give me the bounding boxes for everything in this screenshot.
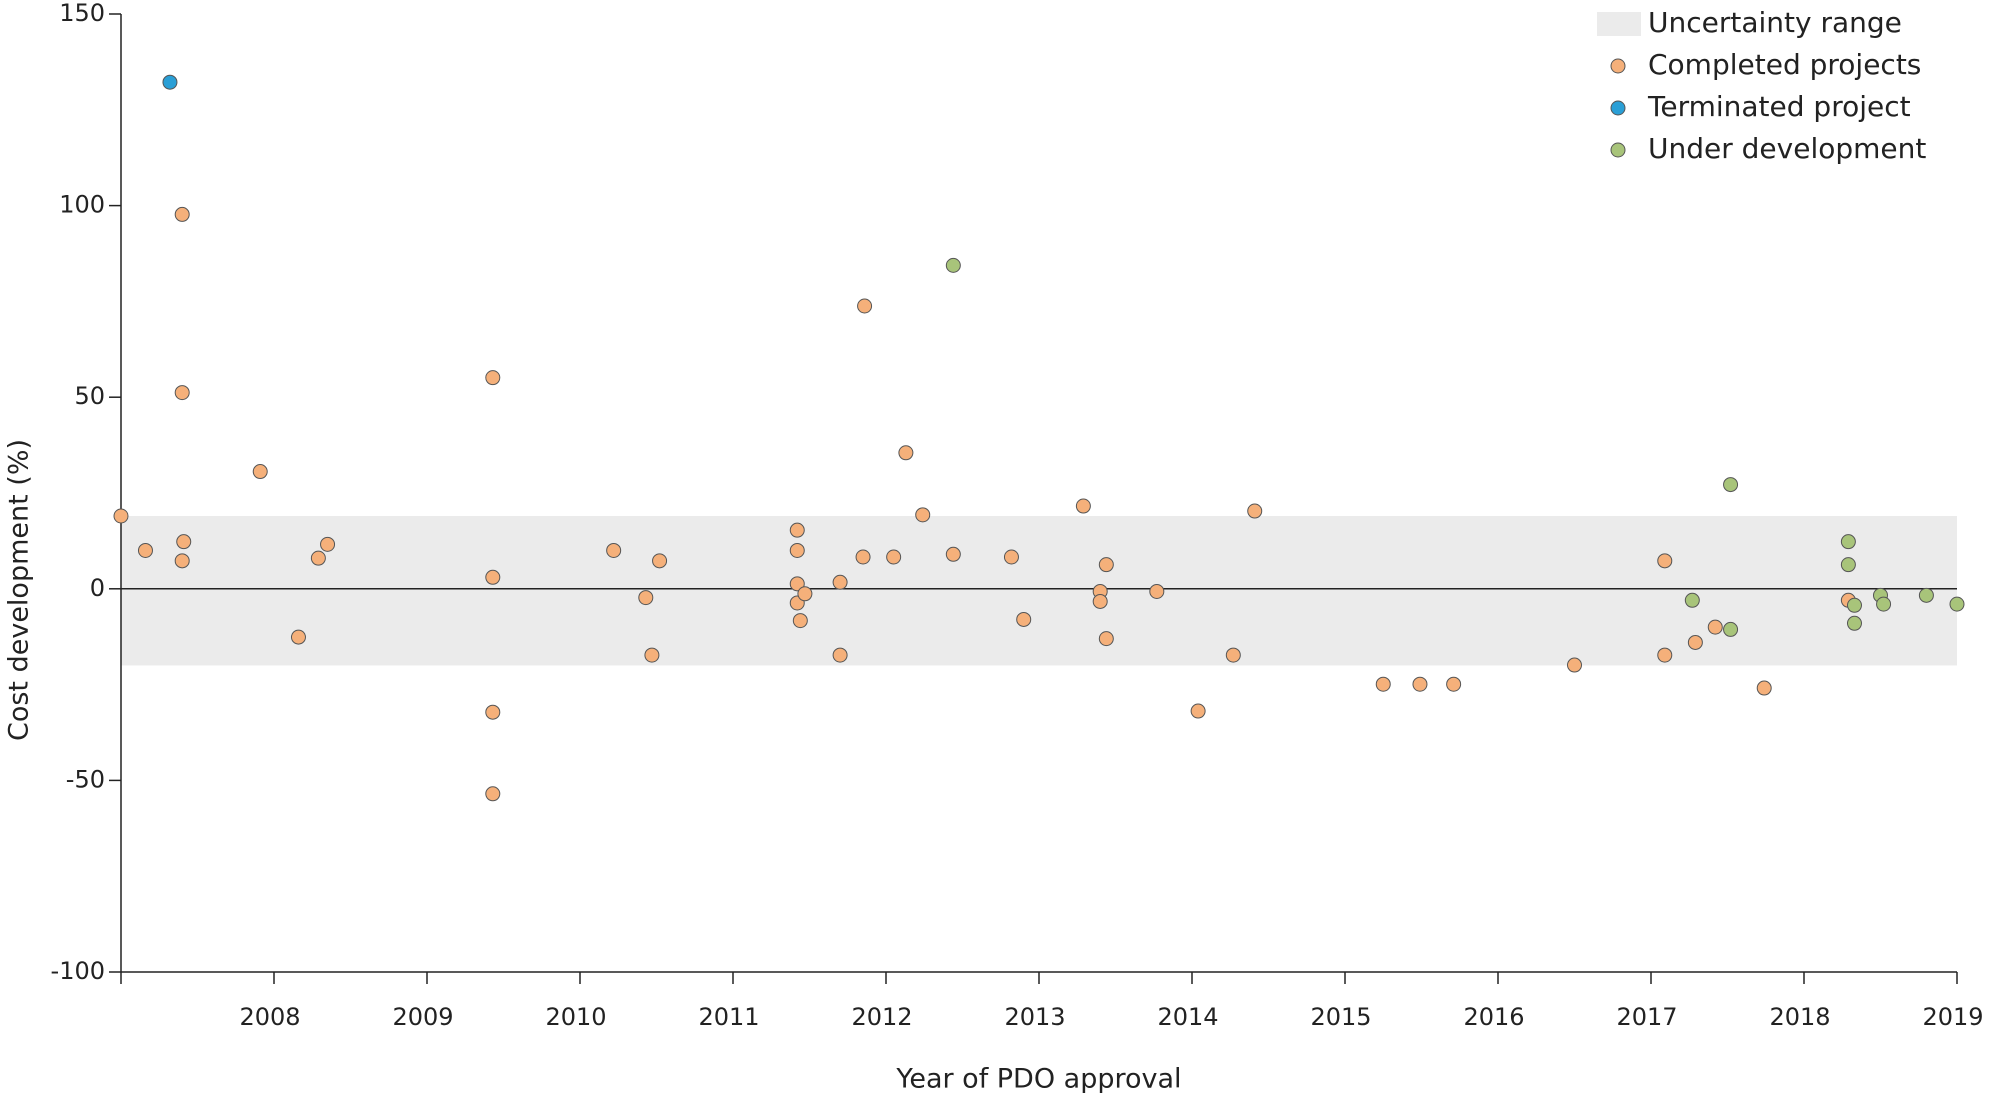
data-point bbox=[857, 298, 873, 314]
data-point bbox=[176, 534, 192, 550]
data-point bbox=[1840, 557, 1856, 573]
data-point bbox=[644, 647, 660, 663]
data-point bbox=[1446, 676, 1462, 692]
data-point bbox=[1149, 583, 1165, 599]
data-point bbox=[855, 549, 871, 565]
data-point bbox=[1846, 597, 1862, 613]
data-point bbox=[606, 542, 622, 558]
data-point bbox=[832, 647, 848, 663]
legend-marker bbox=[1610, 58, 1626, 74]
data-point bbox=[792, 613, 808, 629]
x-tick-label: 2009 bbox=[392, 1003, 453, 1031]
x-tick-label: 2013 bbox=[1004, 1003, 1065, 1031]
data-point bbox=[1918, 587, 1934, 603]
x-tick-label: 2008 bbox=[239, 1003, 300, 1031]
y-tick-label: -100 bbox=[51, 957, 105, 985]
y-tick-label: 0 bbox=[90, 574, 105, 602]
data-point bbox=[1657, 553, 1673, 569]
x-tick-label: 2015 bbox=[1310, 1003, 1371, 1031]
y-tick-label: 150 bbox=[59, 0, 105, 27]
legend-marker bbox=[1610, 142, 1626, 158]
data-point bbox=[1723, 477, 1739, 493]
data-point bbox=[1003, 549, 1019, 565]
data-point bbox=[137, 542, 153, 558]
data-point bbox=[1190, 703, 1206, 719]
data-point bbox=[174, 385, 190, 401]
y-tick-label: -50 bbox=[66, 765, 105, 793]
data-point bbox=[1949, 596, 1965, 612]
x-tick-label: 2011 bbox=[698, 1003, 759, 1031]
legend-swatch bbox=[1597, 12, 1641, 36]
data-point bbox=[1098, 631, 1114, 647]
x-tick-label: 2017 bbox=[1616, 1003, 1677, 1031]
data-point bbox=[898, 445, 914, 461]
x-tick-label: 2010 bbox=[545, 1003, 606, 1031]
data-point bbox=[174, 553, 190, 569]
data-point bbox=[162, 74, 178, 90]
x-tick-label: 2012 bbox=[851, 1003, 912, 1031]
data-point bbox=[1075, 498, 1091, 514]
data-point bbox=[485, 704, 501, 720]
data-point bbox=[886, 549, 902, 565]
legend-label: Completed projects bbox=[1648, 48, 1921, 81]
legend-label: Under development bbox=[1648, 132, 1926, 165]
data-point bbox=[832, 574, 848, 590]
data-point bbox=[290, 629, 306, 645]
data-point bbox=[789, 542, 805, 558]
data-point bbox=[1687, 634, 1703, 650]
data-point bbox=[1723, 621, 1739, 637]
data-point bbox=[797, 586, 813, 602]
y-tick-label: 100 bbox=[59, 191, 105, 219]
data-point bbox=[485, 569, 501, 585]
y-tick-label: 50 bbox=[74, 382, 105, 410]
data-point bbox=[945, 257, 961, 273]
x-tick-label: 2014 bbox=[1157, 1003, 1218, 1031]
data-point bbox=[252, 464, 268, 480]
data-point bbox=[1412, 676, 1428, 692]
data-point bbox=[174, 206, 190, 222]
data-point bbox=[1247, 503, 1263, 519]
data-point bbox=[1225, 647, 1241, 663]
x-tick-label: 2016 bbox=[1463, 1003, 1524, 1031]
data-point bbox=[320, 536, 336, 552]
legend-label: Uncertainty range bbox=[1648, 6, 1902, 39]
data-point bbox=[638, 590, 654, 606]
data-point bbox=[310, 550, 326, 566]
data-point bbox=[1876, 596, 1892, 612]
data-point bbox=[485, 370, 501, 386]
data-point bbox=[113, 508, 129, 524]
data-point bbox=[1092, 593, 1108, 609]
uncertainty-band bbox=[121, 515, 1957, 666]
legend-label: Terminated project bbox=[1647, 90, 1911, 123]
data-point bbox=[1756, 680, 1772, 696]
data-point bbox=[1657, 647, 1673, 663]
data-point bbox=[945, 546, 961, 562]
x-tick-label: 2018 bbox=[1769, 1003, 1830, 1031]
data-point bbox=[1016, 611, 1032, 627]
data-point bbox=[1707, 619, 1723, 635]
data-point bbox=[1846, 615, 1862, 631]
data-point bbox=[1840, 534, 1856, 550]
legend-marker bbox=[1610, 100, 1626, 116]
data-point bbox=[789, 576, 805, 592]
data-point bbox=[1567, 657, 1582, 673]
data-point bbox=[652, 553, 668, 569]
data-point bbox=[1098, 557, 1114, 573]
data-point bbox=[1375, 676, 1391, 692]
data-point bbox=[1684, 592, 1700, 608]
data-point bbox=[915, 507, 931, 523]
data-point bbox=[485, 786, 501, 802]
data-point bbox=[789, 522, 805, 538]
y-axis-title: Cost development (%) bbox=[4, 439, 35, 741]
x-axis-title: Year of PDO approval bbox=[895, 1064, 1181, 1095]
x-tick-label: 2019 bbox=[1922, 1003, 1983, 1031]
